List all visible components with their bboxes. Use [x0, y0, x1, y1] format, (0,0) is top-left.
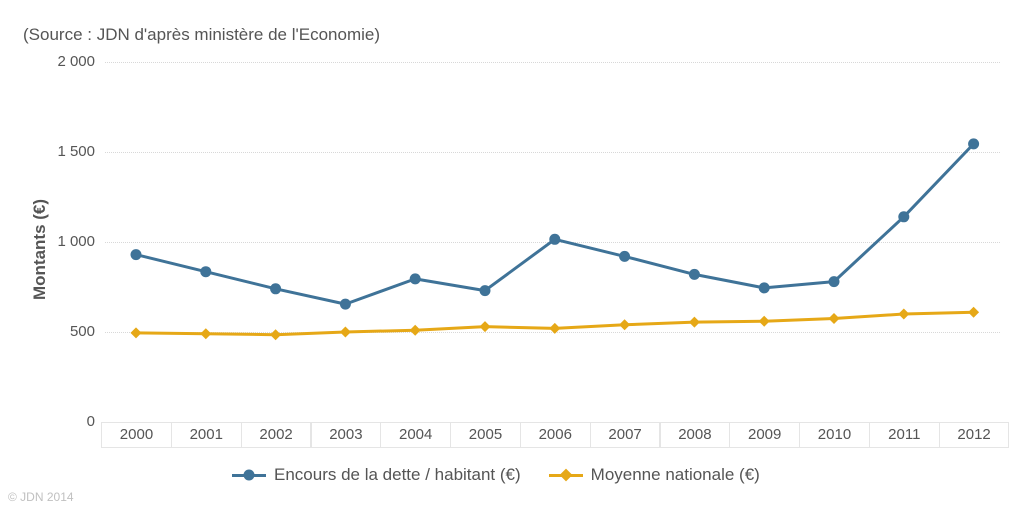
- data-point[interactable]: [759, 316, 770, 327]
- legend-item[interactable]: Encours de la dette / habitant (€): [232, 465, 521, 485]
- legend-label: Moyenne nationale (€): [591, 465, 760, 485]
- data-point[interactable]: [270, 329, 281, 340]
- data-point[interactable]: [829, 313, 840, 324]
- data-point[interactable]: [898, 309, 909, 320]
- legend: Encours de la dette / habitant (€) Moyenn…: [232, 465, 760, 485]
- data-point[interactable]: [968, 138, 979, 149]
- data-point[interactable]: [829, 276, 840, 287]
- data-point[interactable]: [131, 249, 142, 260]
- data-point[interactable]: [480, 285, 491, 296]
- data-point[interactable]: [549, 323, 560, 334]
- data-point[interactable]: [549, 234, 560, 245]
- legend-marker: [549, 474, 583, 477]
- data-point[interactable]: [340, 299, 351, 310]
- data-point[interactable]: [619, 251, 630, 262]
- copyright: © JDN 2014: [8, 490, 74, 504]
- series-line: [136, 144, 974, 304]
- data-point[interactable]: [131, 327, 142, 338]
- chart-container: { "source_text": "(Source : JDN d'après …: [0, 0, 1024, 512]
- chart-svg: [0, 0, 1024, 512]
- data-point[interactable]: [410, 325, 421, 336]
- data-point[interactable]: [480, 321, 491, 332]
- data-point[interactable]: [759, 282, 770, 293]
- legend-item[interactable]: Moyenne nationale (€): [549, 465, 760, 485]
- data-point[interactable]: [619, 319, 630, 330]
- data-point[interactable]: [200, 266, 211, 277]
- data-point[interactable]: [270, 283, 281, 294]
- data-point[interactable]: [200, 328, 211, 339]
- data-point[interactable]: [689, 269, 700, 280]
- data-point[interactable]: [340, 327, 351, 338]
- data-point[interactable]: [968, 307, 979, 318]
- data-point[interactable]: [689, 317, 700, 328]
- legend-label: Encours de la dette / habitant (€): [274, 465, 521, 485]
- data-point[interactable]: [410, 273, 421, 284]
- data-point[interactable]: [898, 211, 909, 222]
- legend-marker: [232, 474, 266, 477]
